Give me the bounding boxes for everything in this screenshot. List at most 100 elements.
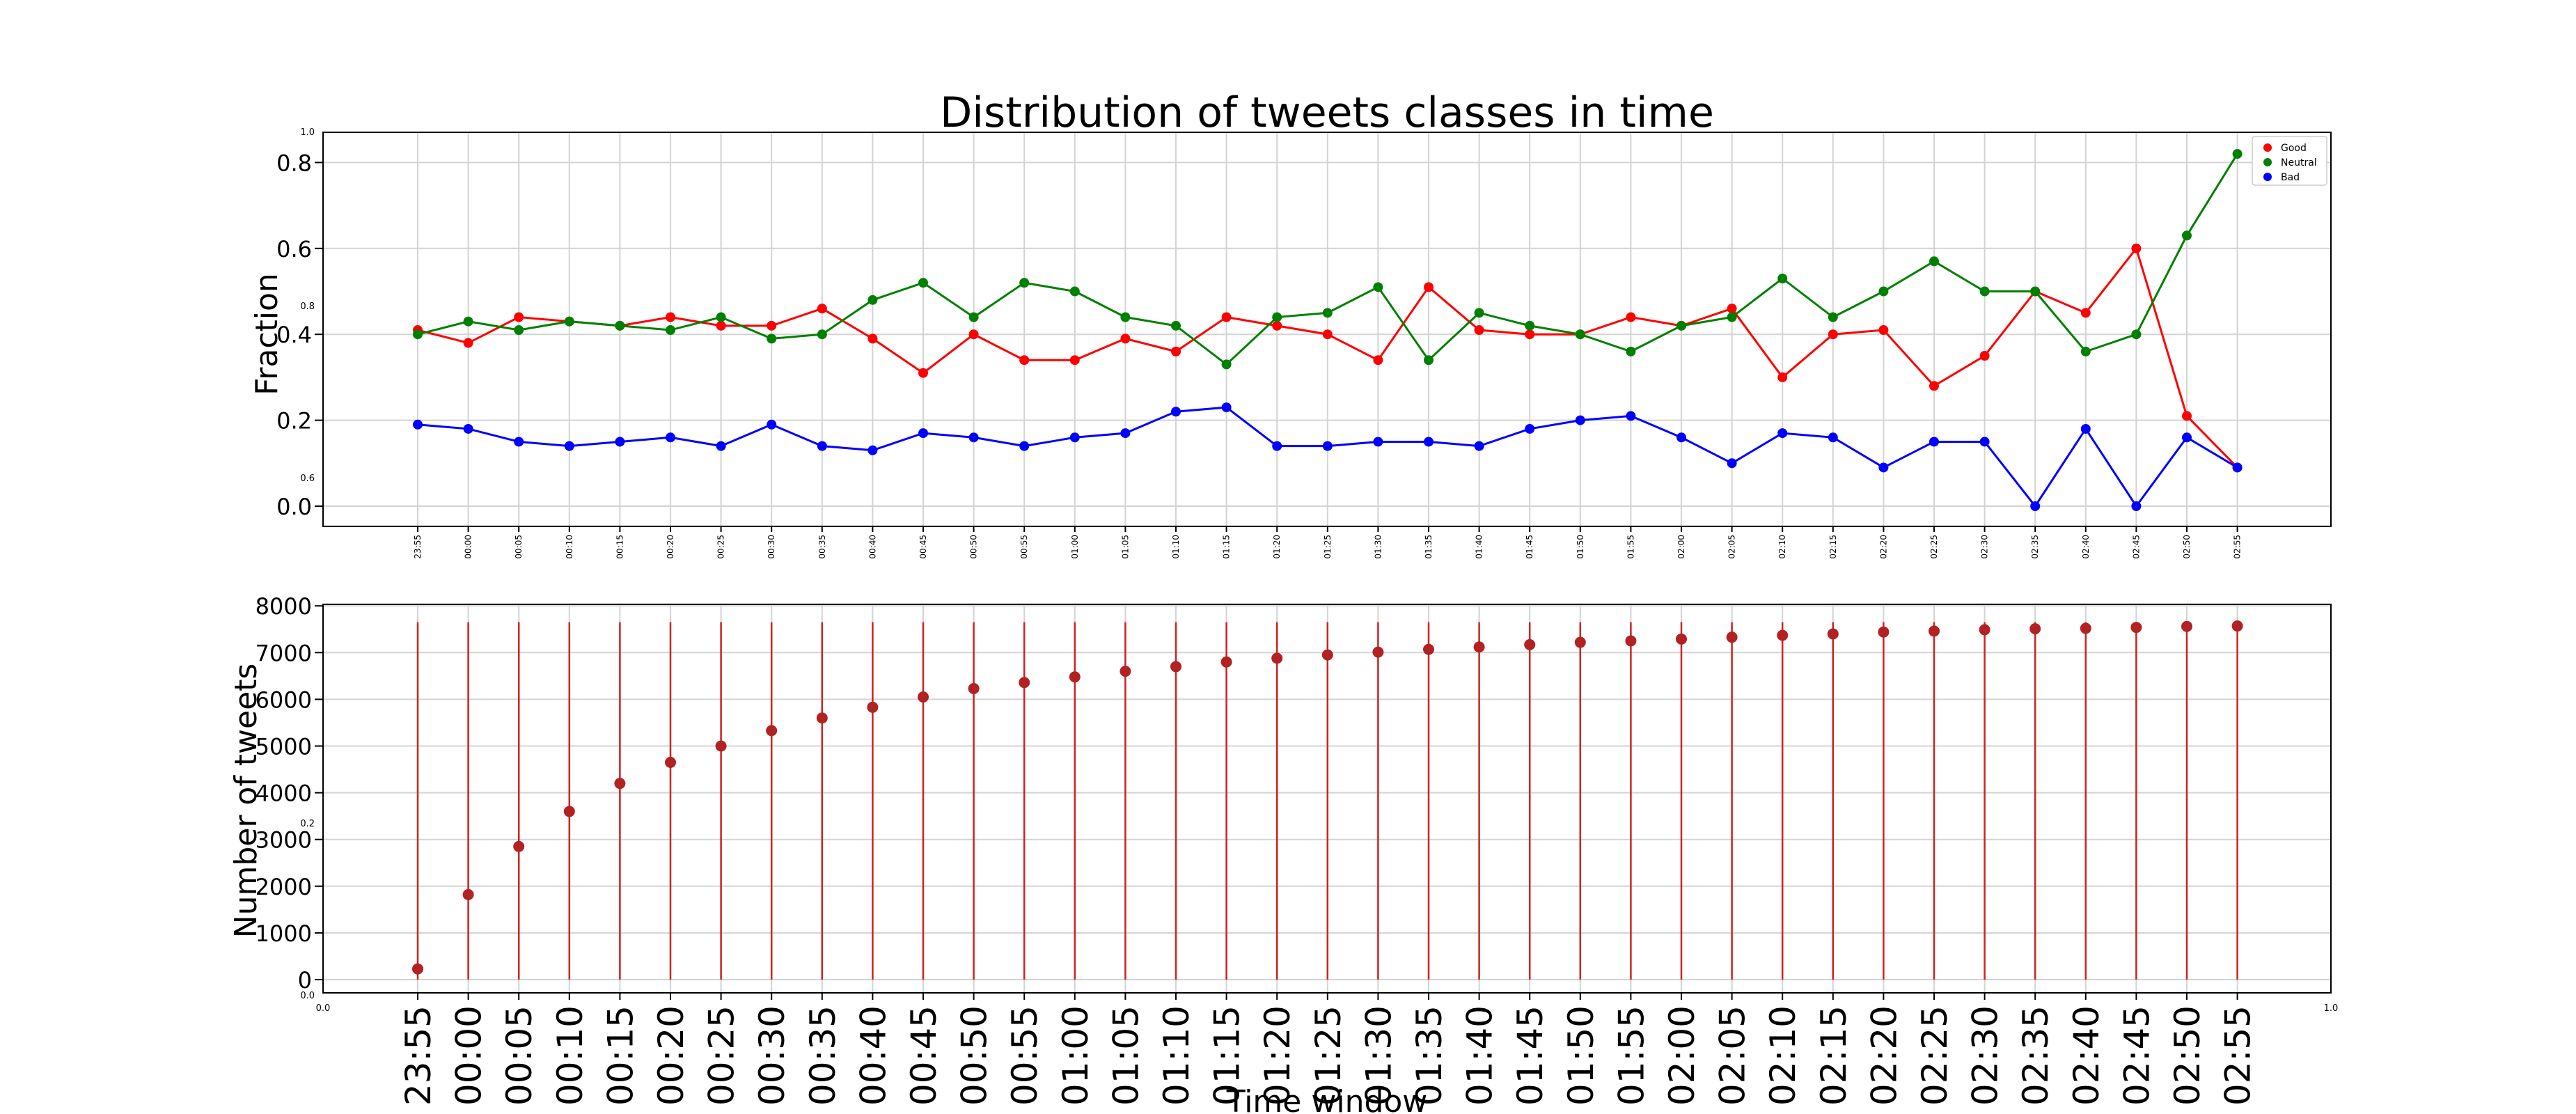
bottom-plot-frame: [322, 604, 2332, 994]
point-good: [1878, 325, 1889, 336]
top-panel: 0.0 0.2 0.4 0.6 0.8 23:55 00:00 00:05 00:10 00:15…: [276, 132, 2332, 559]
point-bad: [1171, 407, 1181, 417]
overlay-y-tick-label: 0.2: [300, 819, 315, 829]
bottom-x-tick-label: 00:10: [550, 1005, 590, 1106]
point-good: [1828, 329, 1838, 340]
point-bad: [2080, 423, 2091, 434]
point-bad: [817, 441, 827, 451]
bottom-x-tick-label: 01:00: [1055, 1005, 1096, 1106]
bottom-x-tick-label: 01:45: [1510, 1005, 1550, 1106]
point-neutral: [968, 312, 979, 322]
point-good: [463, 338, 473, 348]
legend-label-neutral: Neutral: [2281, 157, 2317, 168]
bottom-x-tick-label: 00:40: [853, 1005, 893, 1106]
top-x-tick-label: 01:15: [1222, 535, 1232, 559]
top-x-tick-label: 02:35: [2030, 535, 2040, 559]
point-bad: [1120, 428, 1131, 439]
point-neutral: [413, 329, 423, 340]
bottom-y-tick-label: 5000: [256, 734, 312, 760]
bottom-x-tick-label: 23:55: [398, 1005, 439, 1106]
top-x-tick-label: 02:45: [2131, 535, 2141, 559]
top-x-tick-label: 00:35: [817, 535, 827, 559]
count-point: [1423, 643, 1434, 655]
point-bad: [615, 437, 625, 447]
point-good: [1069, 355, 1080, 366]
count-point: [1271, 652, 1283, 664]
point-bad: [767, 419, 777, 430]
point-neutral: [716, 312, 726, 322]
point-bad: [1979, 437, 1990, 447]
count-point: [867, 701, 879, 713]
legend: Good Neutral Bad: [2252, 136, 2327, 186]
point-neutral: [1878, 286, 1889, 297]
bottom-x-tick-label: 01:05: [1106, 1005, 1146, 1106]
bottom-x-tick-label: 01:35: [1409, 1005, 1450, 1106]
point-good: [1525, 329, 1535, 340]
legend-marker-neutral: [2263, 158, 2272, 166]
point-good: [1221, 312, 1232, 322]
point-bad: [1777, 428, 1788, 439]
point-neutral: [1424, 355, 1434, 366]
top-x-tick-label: 02:25: [1929, 535, 1939, 559]
overlay-ticks: 1.0 0.8 0.6 0.2 0.00.0 1.0: [300, 127, 2338, 1014]
point-bad: [2131, 501, 2142, 511]
top-y-tick-label: 0.6: [276, 236, 312, 262]
point-neutral: [867, 295, 878, 305]
top-x-tick-label: 02:40: [2081, 535, 2091, 559]
top-x-tick-label: 01:25: [1323, 535, 1333, 559]
point-neutral: [1828, 312, 1838, 322]
bottom-x-tick-label: 00:00: [449, 1005, 489, 1106]
point-neutral: [514, 325, 524, 336]
point-neutral: [1626, 346, 1636, 356]
top-x-tick-label: 00:55: [1019, 535, 1029, 559]
bottom-x-tick-label: 01:10: [1156, 1005, 1197, 1106]
bottom-x-tick-label: 02:30: [1965, 1005, 2006, 1106]
bottom-x-tick-label: 02:35: [2016, 1005, 2056, 1106]
top-x-tick-label: 00:15: [615, 535, 625, 559]
top-x-tick-label: 02:10: [1777, 535, 1787, 559]
bottom-y-tick-label: 1000: [256, 920, 312, 947]
count-point: [766, 725, 778, 737]
point-good: [1373, 355, 1383, 366]
overlay-x-tick-label: 0.0: [316, 1003, 331, 1014]
overlay-x-tick-label: 1.0: [2324, 1003, 2339, 1014]
point-neutral: [1373, 282, 1383, 292]
legend-marker-good: [2263, 143, 2272, 152]
bottom-x-tick-label: 01:25: [1308, 1005, 1349, 1106]
point-good: [1727, 304, 1737, 314]
point-bad: [1727, 458, 1737, 469]
bottom-x-tick-label: 02:15: [1814, 1005, 1854, 1106]
count-point: [816, 712, 828, 724]
point-bad: [1828, 432, 1838, 443]
bottom-y-tick-label: 2000: [256, 874, 312, 900]
point-neutral: [2131, 329, 2142, 340]
bottom-x-tick-label: 02:00: [1662, 1005, 1702, 1106]
count-point: [1929, 625, 1940, 637]
point-good: [2080, 308, 2091, 318]
bottom-x-tick-label: 02:45: [2116, 1005, 2157, 1106]
point-neutral: [1676, 320, 1686, 331]
bottom-x-tick-label: 02:55: [2218, 1005, 2259, 1106]
point-bad: [1474, 441, 1484, 451]
point-neutral: [1171, 320, 1181, 331]
count-point: [1473, 641, 1485, 653]
point-neutral: [1575, 329, 1585, 340]
count-point: [1676, 633, 1687, 645]
bottom-x-tick-label: 00:35: [803, 1005, 843, 1106]
bottom-x-tick-label: 01:50: [1561, 1005, 1601, 1106]
point-neutral: [564, 316, 574, 327]
point-neutral: [1322, 308, 1333, 318]
count-point: [1372, 646, 1384, 658]
top-x-tick-label: 00:50: [969, 535, 979, 559]
top-y-tick-label: 0.2: [276, 408, 312, 434]
count-point: [1120, 666, 1131, 677]
top-x-tick-label: 00:45: [918, 535, 928, 559]
point-neutral: [1120, 312, 1131, 322]
top-y-tick-label: 0.4: [276, 322, 312, 348]
count-point: [614, 778, 626, 790]
bottom-y-tick-label: 7000: [256, 640, 312, 666]
count-point: [1321, 649, 1333, 661]
count-point: [412, 963, 423, 975]
point-good: [1929, 381, 1939, 391]
